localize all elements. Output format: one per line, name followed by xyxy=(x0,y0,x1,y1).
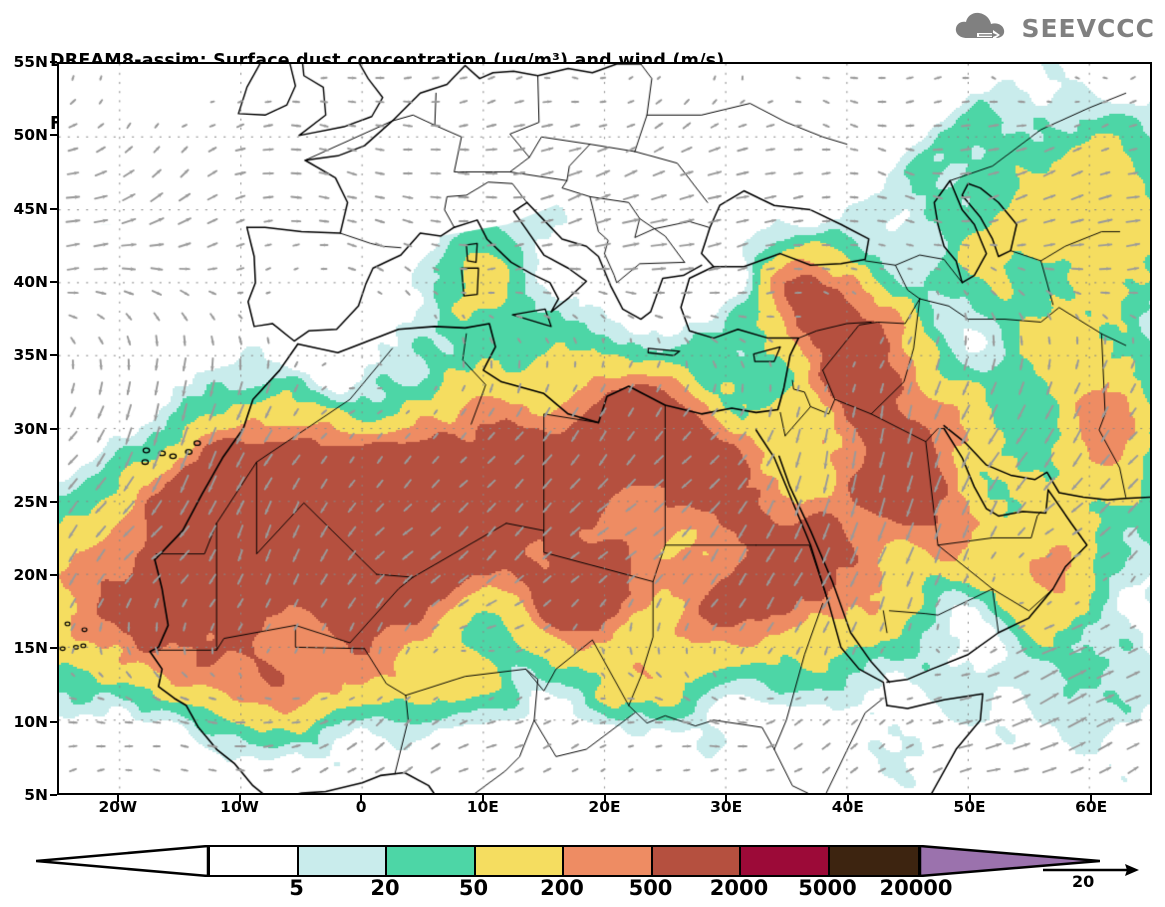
colorbar-tick-50: 50 xyxy=(458,876,489,900)
colorbar-band-3 xyxy=(475,847,564,875)
colorbar: 20 5 20 50 200 500 2000 5000 20000 xyxy=(0,836,1165,907)
xtick-label-20E: 20E xyxy=(588,798,621,816)
colorbar-under-arrow xyxy=(36,845,208,877)
colorbar-band-4 xyxy=(564,847,653,875)
xtick-mark xyxy=(116,795,119,802)
colorbar-band-7 xyxy=(829,847,918,875)
ytick-label-40N: 40N xyxy=(13,272,48,291)
xtick-label-50E: 50E xyxy=(953,798,986,816)
ytick-mark xyxy=(50,427,57,430)
colorbar-band-2 xyxy=(387,847,476,875)
colorbar-gradient xyxy=(208,845,920,877)
xtick-label-30E: 30E xyxy=(710,798,743,816)
wind-scale-key xyxy=(1043,864,1139,876)
colorbar-over-arrow xyxy=(920,845,1100,877)
colorbar-tick-20000: 20000 xyxy=(879,876,953,900)
chart-header: DREAM8-assim: Surface dust concentration… xyxy=(0,0,1165,134)
xtick-mark xyxy=(238,795,241,802)
dust-concentration-map xyxy=(59,64,1150,793)
ytick-mark xyxy=(50,500,57,503)
ytick-mark xyxy=(50,794,57,796)
colorbar-tick-2000: 2000 xyxy=(709,876,769,900)
colorbar-band-0 xyxy=(210,847,299,875)
colorbar-band-1 xyxy=(298,847,387,875)
xtick-mark xyxy=(846,795,849,802)
xtick-mark xyxy=(1090,795,1093,802)
colorbar-band-6 xyxy=(741,847,830,875)
xtick-label-60E: 60E xyxy=(1075,798,1108,816)
colorbar-tick-500: 500 xyxy=(628,876,673,900)
ytick-label-25N: 25N xyxy=(13,492,48,511)
wind-scale-label: 20 xyxy=(1072,872,1095,891)
xtick-mark xyxy=(360,795,363,802)
logo-text: SEEVCCC xyxy=(1021,13,1155,43)
xtick-mark xyxy=(968,795,971,802)
ytick-label-5N: 5N xyxy=(24,786,48,804)
ytick-label-30N: 30N xyxy=(13,419,48,438)
ytick-mark xyxy=(50,647,57,650)
map-plot-area[interactable] xyxy=(57,62,1152,795)
xtick-label-10E: 10E xyxy=(466,798,499,816)
colorbar-band-5 xyxy=(652,847,741,875)
xtick-label-20W: 20W xyxy=(98,798,138,816)
xtick-mark xyxy=(481,795,484,802)
xtick-mark xyxy=(603,795,606,802)
ytick-mark xyxy=(50,720,57,723)
ytick-mark xyxy=(50,354,57,357)
xtick-label-0: 0 xyxy=(355,798,367,816)
ytick-mark xyxy=(50,280,57,283)
ytick-mark xyxy=(50,207,57,210)
xtick-mark xyxy=(725,795,728,802)
ytick-label-35N: 35N xyxy=(13,346,48,365)
ytick-label-45N: 45N xyxy=(13,199,48,218)
colorbar-tick-5: 5 xyxy=(289,876,304,900)
xtick-label-10W: 10W xyxy=(220,798,259,816)
ytick-label-15N: 15N xyxy=(13,639,48,658)
colorbar-tick-200: 200 xyxy=(540,876,584,900)
colorbar-tick-20: 20 xyxy=(370,876,400,900)
ytick-label-50N: 50N xyxy=(13,126,48,145)
ytick-label-10N: 10N xyxy=(13,712,48,731)
ytick-mark xyxy=(50,574,57,577)
seevccc-logo: SEEVCCC xyxy=(953,10,1155,46)
cloud-icon xyxy=(956,12,1005,40)
ytick-label-20N: 20N xyxy=(13,566,48,585)
xtick-label-40E: 40E xyxy=(831,798,864,816)
colorbar-tick-5000: 5000 xyxy=(798,876,857,900)
